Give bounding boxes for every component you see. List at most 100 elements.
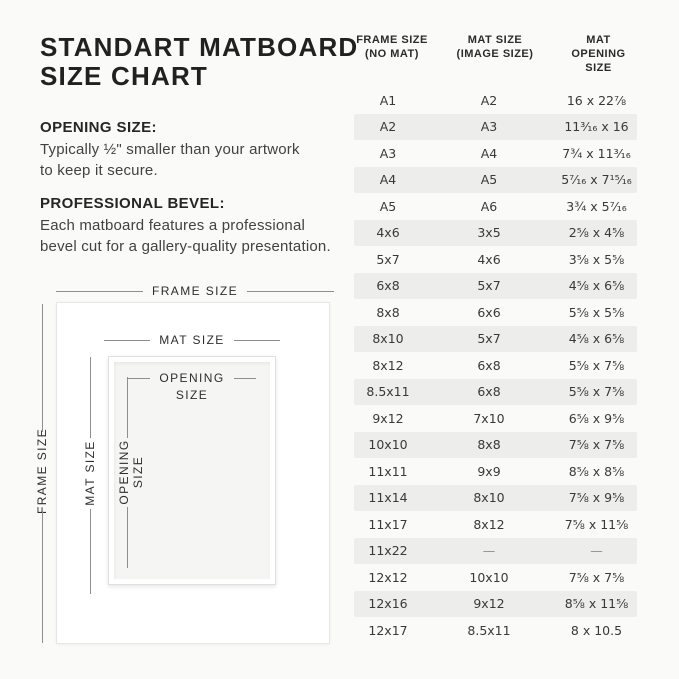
table-cell-mat-opening: 5⁷⁄₁₆ x 7¹⁵⁄₁₆ — [561, 172, 632, 188]
mat-window — [108, 356, 276, 585]
dimension-line — [233, 339, 280, 341]
table-cell-mat-opening: 6⅝ x 9⅝ — [568, 410, 625, 426]
table-row: 12x16 9x12 8⅝ x 11⅝ — [354, 590, 637, 617]
opening-size-description-line2: to keep it secure. — [40, 162, 158, 179]
table-cell-frame-size: A4 — [379, 172, 397, 188]
size-table-rows: A1 A2 16 x 22⅞ A2 A3 11³⁄₁₆ x 16 A3 A4 7¾ x 11³⁄… — [354, 87, 637, 644]
table-cell-frame-size: A3 — [379, 145, 397, 161]
size-table-header: FRAME SIZE (NO MAT) MAT SIZE (IMAGE SIZE) … — [354, 33, 637, 75]
table-cell-mat-opening: 8⅝ x 8⅝ — [568, 463, 625, 479]
table-cell-mat-size: 6x6 — [477, 304, 501, 320]
opening-size-vertical-label: OPENING SIZE — [117, 439, 145, 504]
opening-size-vertical-word2: SIZE — [131, 455, 145, 489]
table-cell-mat-opening: 5⅝ x 5⅝ — [568, 304, 625, 320]
column-header-mat-size-line2: (IMAGE SIZE) — [456, 48, 534, 60]
dimension-line — [90, 357, 91, 438]
table-cell-mat-opening: 7⅝ x 7⅝ — [568, 569, 625, 585]
table-row: 9x12 7x10 6⅝ x 9⅝ — [354, 405, 637, 432]
table-cell-mat-size: A5 — [480, 172, 498, 188]
table-row: 8x12 6x8 5⅝ x 7⅝ — [354, 352, 637, 379]
table-cell-mat-size: 8x12 — [473, 516, 505, 532]
table-row: 5x7 4x6 3⅝ x 5⅝ — [354, 246, 637, 273]
column-header-mat-opening: MAT OPENING SIZE — [560, 33, 637, 75]
table-row: 4x6 3x5 2⅝ x 4⅝ — [354, 219, 637, 246]
mat-size-vertical-label: MAT SIZE — [83, 440, 97, 506]
opening-size-top-dimension: OPENING — [126, 371, 258, 385]
table-cell-mat-opening: 3¾ x 5⁷⁄₁₆ — [566, 198, 627, 214]
page-title-line2: SIZE CHART — [40, 61, 208, 91]
table-cell-mat-size: 6x8 — [477, 384, 501, 400]
table-cell-frame-size: 8x10 — [372, 331, 404, 347]
table-cell-frame-size: 11x11 — [368, 463, 408, 479]
table-cell-frame-size: A1 — [379, 92, 397, 108]
table-cell-frame-size: A2 — [379, 119, 397, 135]
table-cell-mat-opening: 11³⁄₁₆ x 16 — [564, 119, 629, 135]
table-cell-mat-opening: 8⅝ x 11⅝ — [564, 596, 629, 612]
column-header-mat-size-line1: MAT SIZE — [467, 34, 523, 46]
opening-size-label-word1: OPENING — [159, 371, 225, 385]
table-cell-mat-opening: 7⅝ x 9⅝ — [568, 490, 625, 506]
table-row: A2 A3 11³⁄₁₆ x 16 — [354, 113, 637, 140]
table-cell-mat-size: 6x8 — [477, 357, 501, 373]
table-row: 12x12 10x10 7⅝ x 7⅝ — [354, 564, 637, 591]
table-cell-frame-size: 12x17 — [368, 622, 408, 638]
table-cell-mat-opening: 2⅝ x 4⅝ — [568, 225, 625, 241]
table-cell-mat-opening: 3⅝ x 5⅝ — [568, 251, 625, 267]
dimension-line — [42, 304, 43, 432]
table-cell-mat-size: 9x12 — [473, 596, 505, 612]
table-cell-mat-size: 5x7 — [477, 278, 501, 294]
table-cell-mat-size: A4 — [480, 145, 498, 161]
table-cell-mat-size: 5x7 — [477, 331, 501, 347]
table-cell-frame-size: 6x8 — [376, 278, 400, 294]
intro-column: STANDART MATBOARD SIZE CHART OPENING SIZE… — [40, 33, 362, 257]
opening-size-heading: OPENING SIZE: — [40, 119, 157, 136]
table-row: A1 A2 16 x 22⅞ — [354, 87, 637, 114]
table-row: 8x10 5x7 4⅝ x 6⅝ — [354, 325, 637, 352]
dimension-line — [42, 512, 43, 643]
table-cell-mat-size: A2 — [480, 92, 498, 108]
frame-size-label: FRAME SIZE — [152, 284, 239, 298]
mat-size-label: MAT SIZE — [159, 333, 225, 347]
table-cell-mat-opening: 4⅝ x 6⅝ — [568, 331, 625, 347]
professional-bevel-description-line2: bevel cut for a gallery-quality presenta… — [40, 238, 331, 255]
table-row: 8x8 6x6 5⅝ x 5⅝ — [354, 299, 637, 326]
frame-size-top-dimension: FRAME SIZE — [56, 284, 335, 298]
frame-size-vertical-label: FRAME SIZE — [35, 427, 49, 515]
page-title-line1: STANDART MATBOARD — [40, 32, 359, 62]
table-cell-mat-opening: 7¾ x 11³⁄₁₆ — [562, 145, 631, 161]
dimension-line — [247, 290, 335, 292]
table-cell-frame-size: 5x7 — [376, 251, 400, 267]
table-cell-mat-size: 8.5x11 — [467, 622, 511, 638]
table-row: 11x11 9x9 8⅝ x 8⅝ — [354, 458, 637, 485]
table-cell-mat-opening: 7⅝ x 11⅝ — [564, 516, 629, 532]
table-cell-frame-size: 12x16 — [368, 596, 408, 612]
table-cell-mat-size: 3x5 — [477, 225, 501, 241]
professional-bevel-description-line1: Each matboard features a professional — [40, 217, 306, 234]
professional-bevel-description: Each matboard features a professional bev… — [40, 215, 362, 257]
column-header-frame-size-line1: FRAME SIZE — [356, 34, 428, 46]
table-cell-mat-opening: 8 x 10.5 — [570, 622, 623, 638]
dimension-line — [127, 377, 128, 438]
table-row: 8.5x11 6x8 5⅝ x 7⅝ — [354, 378, 637, 405]
opening-size-label-word2: SIZE — [175, 388, 209, 402]
table-cell-mat-size: 9x9 — [477, 463, 501, 479]
column-header-frame-size: FRAME SIZE (NO MAT) — [354, 33, 430, 75]
table-cell-mat-size: 7x10 — [473, 410, 505, 426]
table-cell-frame-size: 8.5x11 — [366, 384, 410, 400]
table-cell-mat-size: 8x8 — [477, 437, 501, 453]
opening-size-vertical-word1: OPENING — [117, 439, 131, 505]
table-cell-mat-opening: 5⅝ x 7⅝ — [568, 357, 625, 373]
table-row: 11x14 8x10 7⅝ x 9⅝ — [354, 484, 637, 511]
table-cell-mat-size: 4x6 — [477, 251, 501, 267]
table-cell-mat-opening: 7⅝ x 7⅝ — [568, 437, 625, 453]
table-cell-mat-size: A6 — [480, 198, 498, 214]
table-cell-mat-size: — — [482, 543, 496, 559]
table-cell-mat-opening: 5⅝ x 7⅝ — [568, 384, 625, 400]
table-cell-frame-size: 11x22 — [368, 543, 408, 559]
table-cell-mat-size: A3 — [480, 119, 498, 135]
professional-bevel-heading: PROFESSIONAL BEVEL: — [40, 195, 225, 212]
table-cell-mat-size: 8x10 — [473, 490, 505, 506]
mat-opening-area — [114, 362, 270, 579]
dimension-line — [56, 290, 143, 292]
